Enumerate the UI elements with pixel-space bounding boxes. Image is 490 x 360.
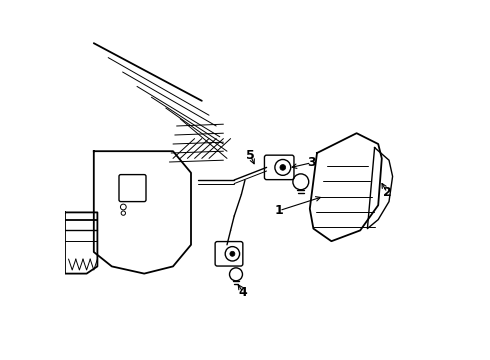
FancyBboxPatch shape — [119, 175, 146, 202]
Text: 2: 2 — [383, 186, 392, 199]
Circle shape — [230, 251, 235, 256]
Text: 1: 1 — [275, 204, 284, 217]
Text: 4: 4 — [239, 286, 247, 299]
FancyBboxPatch shape — [215, 242, 243, 266]
Text: 3: 3 — [307, 156, 316, 169]
Circle shape — [280, 165, 286, 170]
Text: 5: 5 — [246, 149, 255, 162]
FancyBboxPatch shape — [265, 155, 294, 180]
